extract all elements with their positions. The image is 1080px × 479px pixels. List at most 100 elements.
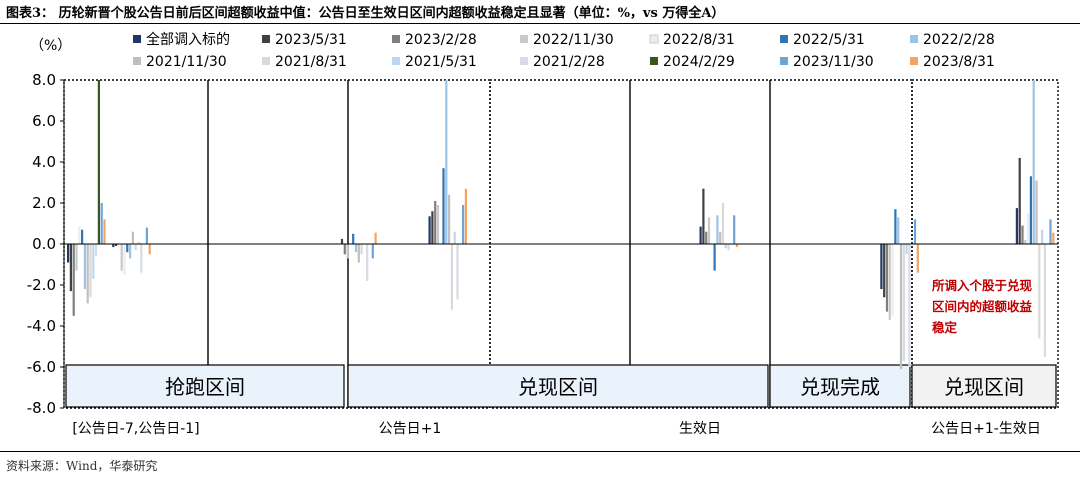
legend-swatch: [262, 35, 270, 43]
bar: [724, 244, 727, 249]
bar: [1029, 176, 1032, 244]
legend-swatch: [780, 57, 788, 65]
bar: [448, 194, 451, 244]
legend-swatch: [392, 57, 400, 65]
bar: [67, 244, 70, 263]
y-axis: 8.0 6.0 4.0 2.0 0.0 -2.0 -4.0 -6.0 -8.0: [27, 71, 1058, 417]
legend-label: 2021/2/28: [533, 54, 605, 70]
bar: [1052, 232, 1055, 244]
legend-swatch: [520, 35, 528, 43]
legend-label: 2023/2/28: [405, 32, 477, 48]
zone-label: 兑现区间: [518, 375, 598, 399]
bar: [343, 244, 346, 255]
bar: [1038, 244, 1041, 339]
bar: [86, 244, 89, 304]
bar: [883, 244, 886, 298]
legend-label: 2024/2/29: [663, 54, 735, 70]
bar: [899, 244, 903, 370]
bar: [78, 226, 81, 244]
bar: [357, 244, 360, 263]
zone-label-box: [769, 364, 911, 408]
bar: [719, 231, 722, 244]
bar: [140, 244, 143, 273]
bar: [346, 244, 349, 259]
legend-label: 全部调入标的: [146, 31, 230, 48]
bar: [721, 203, 725, 244]
legend-label: 2022/5/31: [793, 32, 865, 48]
annotation-text: 稳定: [932, 320, 958, 335]
x-group-label: 公告日+1-生效日: [931, 421, 1041, 437]
zone-label: 兑现区间: [944, 375, 1024, 399]
legend-swatch: [649, 34, 659, 44]
legend-label: 2021/11/30: [146, 54, 227, 70]
bar: [134, 244, 137, 251]
bar: [707, 217, 711, 244]
bar: [120, 244, 123, 271]
bar: [352, 233, 355, 245]
legend-label: 2021/8/31: [275, 54, 347, 70]
bar: [705, 231, 708, 244]
bar: [450, 244, 453, 310]
bar: [97, 80, 100, 244]
legend-label: 2022/11/30: [533, 32, 614, 48]
bar: [126, 244, 129, 253]
bar: [137, 242, 140, 244]
bar: [131, 231, 134, 244]
legend-swatch: [520, 57, 528, 65]
bar: [374, 232, 377, 244]
legend-swatch: [133, 57, 141, 65]
y-tick-label: 6.0: [32, 112, 56, 130]
bar: [702, 188, 705, 244]
y-tick-label: 0.0: [32, 235, 56, 253]
bar: [733, 215, 736, 244]
bar: [905, 244, 908, 255]
bar: [888, 244, 891, 320]
bar: [69, 244, 72, 292]
x-group-label: [公告日-7,公告日-1]: [72, 421, 199, 437]
x-group-label: 公告日+1: [379, 421, 442, 437]
legend-label: 2022/2/28: [923, 32, 995, 48]
bar: [340, 238, 344, 244]
source-note: 资料来源：Wind，华泰研究: [6, 459, 158, 473]
bar: [75, 244, 78, 271]
bar: [123, 244, 126, 275]
bar: [92, 244, 95, 279]
legend-swatch: [392, 35, 400, 43]
y-tick-label: -8.0: [27, 399, 56, 417]
bar: [360, 244, 363, 255]
bar: [1021, 225, 1024, 244]
legend-label: 2023/8/31: [923, 54, 995, 70]
bar: [916, 244, 919, 273]
zone-label: 兑现完成: [800, 375, 880, 399]
x-group-label: 生效日: [679, 421, 721, 437]
bar: [103, 219, 106, 244]
bar-series: [67, 80, 1055, 370]
legend-label: 2023/11/30: [793, 54, 874, 70]
bar: [434, 201, 437, 244]
bar: [1041, 229, 1044, 244]
bar: [735, 244, 739, 248]
zone-label: 抢跑区间: [165, 375, 245, 399]
figure-title: 图表3： 历轮新晋个股公告日前后区间超额收益中值：公告日至生效日区间内超额收益稳…: [6, 6, 725, 21]
bar: [880, 244, 883, 290]
bar: [112, 244, 115, 248]
bar: [453, 231, 456, 244]
bar: [89, 244, 92, 298]
legend-label: 2022/8/31: [663, 32, 735, 48]
bar: [83, 244, 86, 290]
bar: [716, 215, 719, 244]
y-tick-label: 8.0: [32, 71, 56, 89]
bar: [436, 205, 440, 244]
zone-label-box: [65, 364, 345, 408]
y-tick-label: -4.0: [27, 317, 56, 335]
bar: [366, 244, 369, 281]
bar: [1018, 157, 1021, 244]
legend-label: 2023/5/31: [275, 32, 347, 48]
bar: [885, 244, 889, 312]
legend: 全部调入标的 2023/5/31 2023/2/28 2022/11/30 2022/8…: [133, 31, 995, 70]
title-rule: [0, 23, 1080, 24]
bar: [699, 226, 702, 244]
bar: [148, 244, 151, 255]
bar: [462, 205, 465, 244]
